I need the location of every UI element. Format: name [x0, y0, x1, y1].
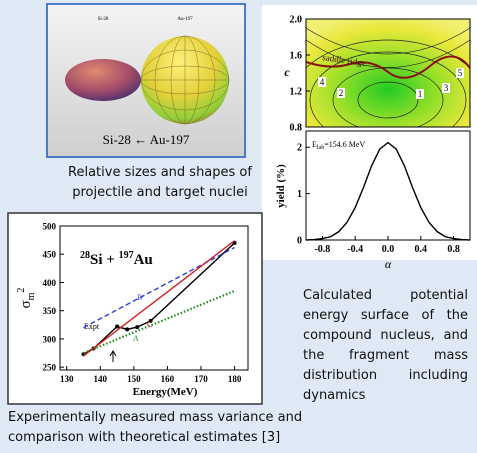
x-tick-label: 160	[161, 374, 175, 384]
chart-title: 28Si + 197Au	[80, 250, 153, 268]
y-label-superscript: 2	[16, 288, 27, 293]
series-label: Expt	[84, 322, 100, 331]
nuclei-caption: Si-28 ← Au-197	[103, 132, 190, 147]
target-grid	[140, 35, 230, 125]
contour-label-bg	[337, 88, 345, 98]
marker	[125, 327, 130, 332]
contour-label: 3	[444, 83, 449, 93]
y-tick-label: 400	[43, 278, 57, 288]
contour-label: 1	[418, 89, 423, 99]
y-tick-label: 2.0	[290, 15, 303, 26]
series-line	[305, 141, 471, 241]
y-label-subscript: m	[26, 292, 37, 300]
title-part: 28	[80, 250, 90, 261]
x-tick-label: 140	[94, 374, 108, 384]
y-label: yield (%)	[275, 164, 287, 208]
y-tick-label: 300	[43, 334, 57, 344]
title-part: Si +	[90, 252, 119, 268]
marker	[115, 324, 120, 329]
contour-label: 2	[339, 88, 344, 98]
x-tick-label: -0.8	[314, 244, 330, 255]
y-tick-label: 450	[43, 250, 57, 260]
variance-frame	[59, 225, 249, 371]
annotation-value: =154.6 MeV	[324, 140, 365, 149]
x-tick-label: 0.4	[415, 244, 428, 255]
y-tick-label: 1.2	[290, 87, 303, 98]
contour-label-bg	[416, 89, 424, 99]
contour-label-bg	[442, 83, 450, 93]
title-part: Au	[134, 252, 153, 268]
contour-label-bg	[456, 68, 464, 78]
series-line	[83, 289, 235, 355]
marker	[148, 318, 153, 323]
series-line	[83, 240, 235, 357]
y-tick-label: 350	[43, 306, 57, 316]
y-tick-label: 0.8	[290, 123, 303, 134]
annotation: Elab=154.6 MeV	[312, 140, 365, 151]
contour-label: 5	[458, 68, 463, 78]
y-tick-label: 500	[43, 222, 57, 232]
x-tick-label: 170	[194, 374, 208, 384]
x-tick-label: 0.8	[447, 244, 460, 255]
projectile-shape	[65, 59, 141, 101]
y-tick-label: 0	[297, 236, 302, 247]
contour-label: 4	[320, 77, 325, 87]
x-label: Energy(MeV)	[133, 386, 198, 398]
annotation-subscript: lab	[317, 145, 324, 151]
caption-3: Experimentally measured mass variance an…	[8, 410, 303, 445]
y-label: c	[284, 65, 290, 79]
y-label: σm2	[16, 288, 37, 309]
x-label: α	[385, 257, 392, 271]
series-label: C	[147, 320, 152, 329]
x-tick-label: 180	[228, 374, 242, 384]
target-label: Au-197	[177, 17, 193, 22]
arrow	[109, 350, 117, 362]
annotation-symbol: E	[312, 140, 317, 149]
y-tick-label: 1.6	[290, 51, 303, 62]
x-tick-label: -0.4	[347, 244, 363, 255]
pes-map	[306, 19, 470, 127]
y-tick-label: 2	[297, 143, 302, 154]
title-part: 197	[119, 250, 134, 261]
series-label: A	[133, 334, 139, 343]
x-tick-label: 150	[127, 374, 141, 384]
y-tick-label: 250	[43, 363, 57, 373]
series-label: B	[137, 293, 142, 302]
y-tick-label: 1	[297, 189, 302, 200]
y-label-symbol: σ	[18, 300, 34, 308]
x-tick-label: 0.0	[382, 244, 395, 255]
marker	[135, 325, 140, 330]
variance-panel	[7, 212, 263, 405]
series-line	[83, 246, 235, 329]
x-tick-label: 130	[60, 374, 74, 384]
projectile-label: Si-28	[98, 17, 109, 22]
pes-frame	[305, 18, 471, 128]
caption-1: Relative sizes and shapes of projectile …	[68, 165, 252, 200]
contour-label-bg	[318, 77, 326, 87]
caption-2: Calculated potential energy surface of t…	[303, 288, 468, 403]
